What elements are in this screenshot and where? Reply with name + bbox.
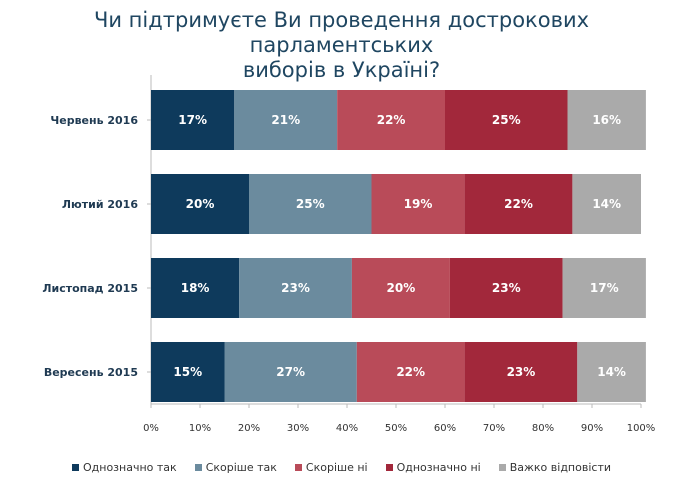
bar-segment	[249, 174, 372, 234]
bar-segment	[151, 342, 225, 402]
bar-segment	[449, 258, 563, 318]
data-label: 20%	[387, 281, 416, 295]
bar-segment	[234, 90, 338, 150]
legend-label: Однозначно так	[83, 461, 177, 474]
data-label: 23%	[492, 281, 521, 295]
x-tick-label: 60%	[434, 423, 456, 434]
legend-swatch	[194, 464, 202, 471]
bar-segment	[464, 342, 578, 402]
chart-title-line-2: виборів в Україні?	[242, 58, 441, 82]
bar-segment	[445, 90, 568, 150]
legend-label: Скоріше ні	[305, 461, 368, 474]
legend-item: Однозначно ні	[385, 461, 481, 474]
bar-segment	[562, 258, 646, 318]
legend-item: Скоріше ні	[294, 461, 368, 474]
legend-label: Важко відповісти	[509, 461, 611, 474]
legend-item: Скоріше так	[194, 461, 277, 474]
data-label: 17%	[590, 281, 619, 295]
x-tick-label: 30%	[287, 423, 309, 434]
x-tick-label: 70%	[483, 423, 505, 434]
bar-segment	[577, 342, 646, 402]
bar-segment	[151, 258, 240, 318]
data-label: 23%	[281, 281, 310, 295]
data-label: 17%	[178, 113, 207, 127]
category-label: Червень 2016	[50, 114, 138, 127]
legend: Однозначно так Скоріше так Скоріше ні Одноз…	[0, 461, 683, 474]
data-label: 23%	[507, 365, 536, 379]
data-label: 14%	[592, 197, 621, 211]
x-tick-label: 20%	[238, 423, 260, 434]
x-tick-label: 40%	[336, 423, 358, 434]
legend-item: Однозначно так	[72, 461, 177, 474]
data-label: 27%	[276, 365, 305, 379]
data-label: 22%	[504, 197, 533, 211]
x-tick-label: 50%	[385, 423, 407, 434]
legend-label: Однозначно ні	[396, 461, 481, 474]
bar-segment	[151, 90, 235, 150]
data-label: 20%	[186, 197, 215, 211]
data-label: 25%	[296, 197, 325, 211]
bar-segment	[371, 174, 465, 234]
data-label: 19%	[404, 197, 433, 211]
category-label: Лютий 2016	[62, 198, 138, 211]
legend-swatch	[294, 464, 302, 471]
bar-segment	[567, 90, 646, 150]
legend-swatch	[72, 464, 79, 471]
data-label: 14%	[597, 365, 626, 379]
bar-segment	[572, 174, 641, 234]
category-label: Вересень 2015	[44, 366, 138, 379]
chart-title: Чи підтримуєте Ви проведення дострокових…	[0, 8, 683, 83]
data-label: 22%	[377, 113, 406, 127]
category-label: Листопад 2015	[42, 282, 138, 295]
chart-title-line-1: Чи підтримуєте Ви проведення дострокових…	[93, 8, 590, 57]
x-tick-label: 90%	[581, 423, 603, 434]
bar-segment	[356, 342, 465, 402]
bar-segment	[337, 90, 445, 150]
legend-item: Важко відповісти	[498, 461, 611, 474]
data-label: 18%	[181, 281, 210, 295]
data-label: 15%	[173, 365, 202, 379]
data-label: 25%	[492, 113, 521, 127]
x-tick-label: 100%	[627, 423, 656, 434]
bar-segment	[224, 342, 357, 402]
data-label: 16%	[592, 113, 621, 127]
bar-segment	[239, 258, 352, 318]
x-tick-label: 0%	[143, 423, 159, 434]
data-label: 21%	[271, 113, 300, 127]
x-tick-label: 80%	[532, 423, 554, 434]
x-tick-label: 10%	[189, 423, 211, 434]
legend-label: Скоріше так	[205, 461, 277, 474]
legend-swatch	[498, 464, 506, 471]
legend-swatch	[385, 464, 393, 471]
data-label: 22%	[396, 365, 425, 379]
bar-segment	[464, 174, 573, 234]
bar-segment	[351, 258, 450, 318]
bar-segment	[151, 174, 249, 234]
